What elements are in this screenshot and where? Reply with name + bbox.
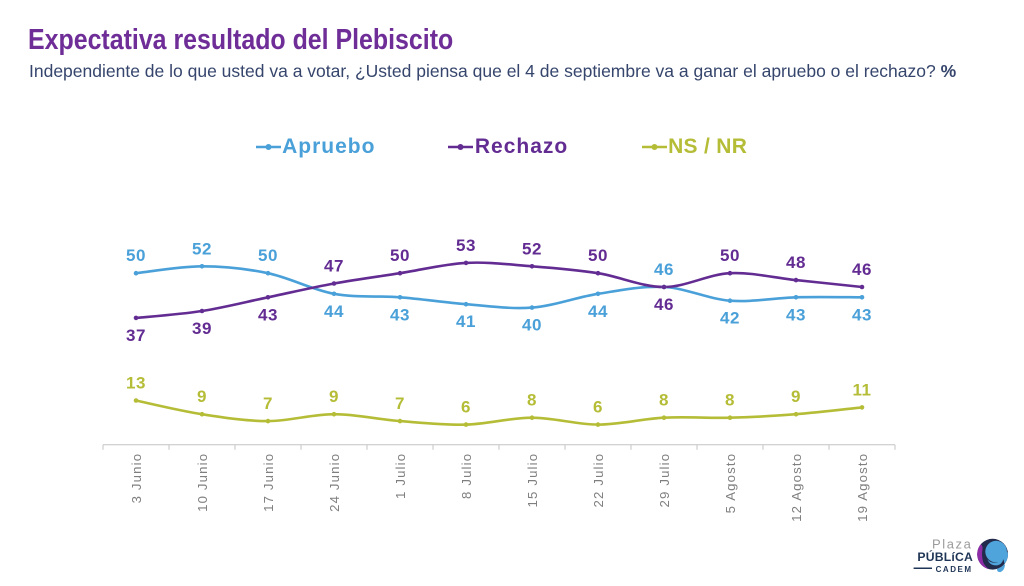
- svg-text:6: 6: [593, 398, 603, 417]
- svg-text:Plaza: Plaza: [932, 537, 973, 552]
- svg-text:52: 52: [522, 239, 542, 258]
- svg-text:40: 40: [522, 316, 542, 335]
- svg-text:7: 7: [395, 394, 405, 413]
- svg-text:6: 6: [461, 398, 471, 417]
- svg-text:9: 9: [791, 387, 801, 406]
- svg-text:41: 41: [456, 312, 476, 331]
- svg-text:19 Agosto: 19 Agosto: [855, 453, 870, 522]
- svg-text:8: 8: [659, 391, 669, 410]
- svg-text:1 Julio: 1 Julio: [393, 453, 408, 499]
- svg-text:53: 53: [456, 236, 476, 255]
- svg-text:46: 46: [654, 295, 674, 314]
- svg-text:50: 50: [258, 246, 278, 265]
- svg-text:3 Junio: 3 Junio: [129, 453, 144, 504]
- svg-text:46: 46: [852, 260, 872, 279]
- svg-text:12 Agosto: 12 Agosto: [789, 453, 804, 522]
- svg-text:5 Agosto: 5 Agosto: [723, 453, 738, 514]
- svg-text:22 Julio: 22 Julio: [591, 453, 606, 508]
- svg-text:24 Junio: 24 Junio: [327, 453, 342, 512]
- svg-text:44: 44: [324, 302, 344, 321]
- svg-text:17 Junio: 17 Junio: [261, 453, 276, 512]
- svg-text:50: 50: [390, 246, 410, 265]
- svg-text:50: 50: [588, 246, 608, 265]
- svg-text:43: 43: [786, 305, 806, 324]
- svg-text:PÚBLíCA: PÚBLíCA: [917, 549, 973, 564]
- svg-text:8: 8: [725, 391, 735, 410]
- svg-text:47: 47: [324, 257, 344, 276]
- svg-text:11: 11: [853, 380, 872, 399]
- svg-text:9: 9: [197, 387, 207, 406]
- svg-text:15 Julio: 15 Julio: [525, 453, 540, 508]
- svg-text:52: 52: [192, 239, 212, 258]
- svg-text:43: 43: [258, 305, 278, 324]
- svg-text:46: 46: [654, 260, 674, 279]
- svg-text:13: 13: [126, 374, 146, 393]
- svg-text:50: 50: [720, 246, 740, 265]
- svg-text:50: 50: [126, 246, 146, 265]
- svg-text:37: 37: [126, 326, 146, 345]
- svg-text:44: 44: [588, 302, 608, 321]
- svg-text:39: 39: [192, 319, 212, 338]
- svg-text:48: 48: [786, 253, 806, 272]
- svg-text:43: 43: [390, 305, 410, 324]
- svg-text:7: 7: [263, 394, 273, 413]
- svg-text:43: 43: [852, 305, 872, 324]
- svg-text:29 Julio: 29 Julio: [657, 453, 672, 508]
- svg-text:8 Julio: 8 Julio: [459, 453, 474, 499]
- svg-text:42: 42: [720, 309, 740, 328]
- svg-text:10 Junio: 10 Junio: [195, 453, 210, 512]
- svg-text:9: 9: [329, 387, 339, 406]
- svg-text:CADEM: CADEM: [936, 565, 973, 574]
- svg-text:8: 8: [527, 391, 537, 410]
